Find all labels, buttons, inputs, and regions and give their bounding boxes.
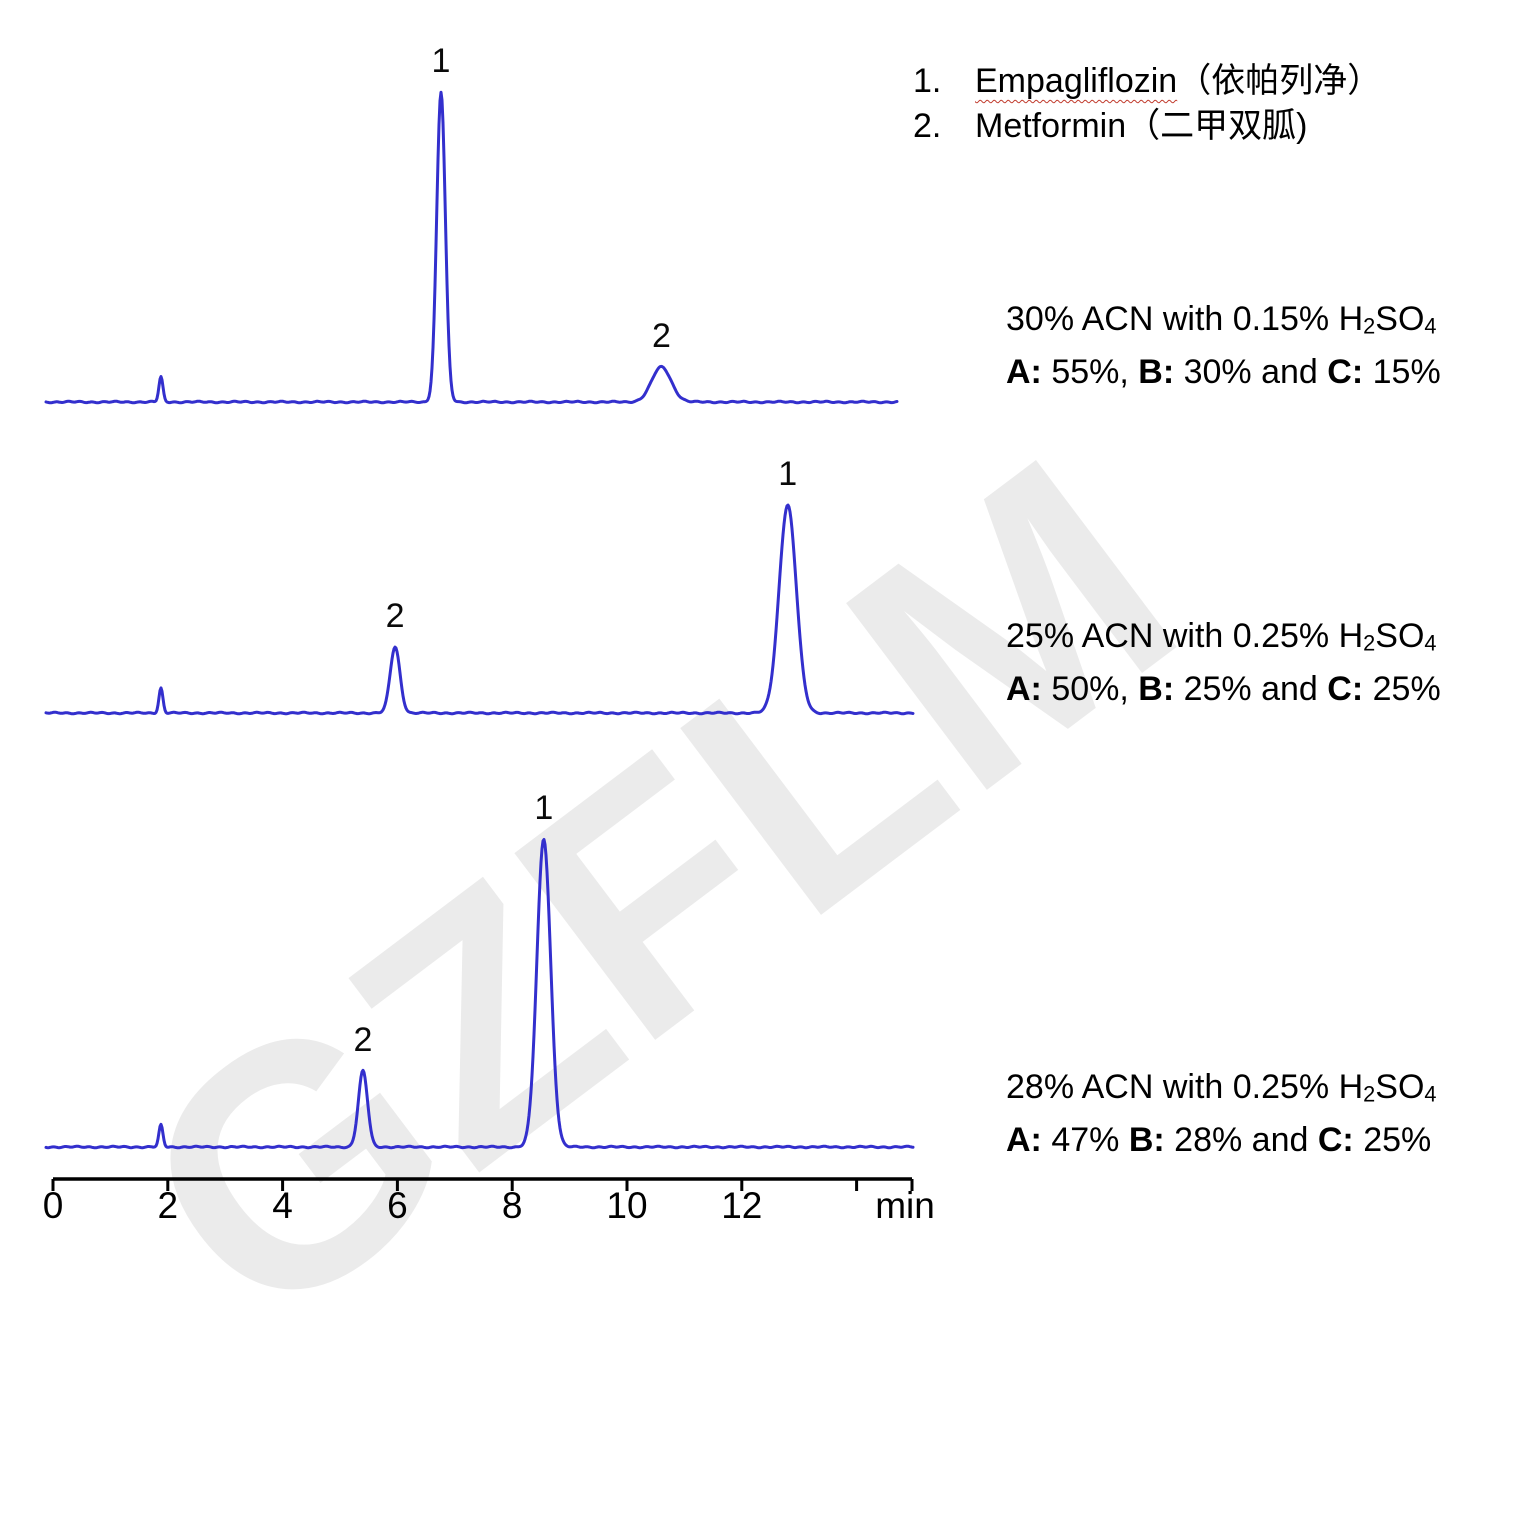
text-fragment: B:	[1138, 353, 1175, 392]
x-axis-tick-label: 12	[721, 1185, 762, 1226]
text-fragment: 4	[1424, 1081, 1437, 1107]
x-axis-unit-label: min	[875, 1185, 935, 1226]
condition-block-2: 25% ACN with 0.25% H2SO4 A: 50%, B: 25% …	[1006, 613, 1441, 712]
text-fragment: 25% and	[1174, 670, 1328, 709]
text-fragment: 28% ACN with 0.25% H	[1006, 1068, 1364, 1106]
legend-item-metformin: 2. Metformin（二甲双胍)	[913, 104, 1307, 149]
trace-2-line	[44, 503, 915, 716]
x-axis-tick-label: 0	[43, 1185, 64, 1226]
condition-1-mobile-phase: 30% ACN with 0.15% H2SO4	[1006, 296, 1441, 349]
text-fragment: 2	[1363, 1081, 1376, 1107]
text-fragment: C:	[1317, 1121, 1354, 1160]
text-fragment: 2	[1363, 313, 1376, 339]
text-fragment: 25%	[1363, 670, 1441, 709]
text-fragment: SO	[1375, 300, 1425, 338]
trace-3-peak-label-2: 2	[354, 1021, 373, 1059]
legend-item-empagliflozin: 1. Empagliflozin（依帕列净）	[913, 59, 1381, 104]
condition-3-ratios: A: 47% B: 28% and C: 25%	[1006, 1117, 1437, 1163]
text-fragment: 28% and	[1164, 1121, 1318, 1160]
text-fragment: 4	[1424, 630, 1437, 656]
x-axis-tick-label: 6	[387, 1185, 408, 1226]
legend-compound-name: Metformin	[975, 107, 1127, 145]
legend-compound-name-cn: （依帕列净）	[1177, 62, 1382, 100]
trace-1-peak-label-1: 1	[432, 42, 451, 80]
text-fragment: B:	[1128, 1121, 1165, 1160]
text-fragment: A:	[1006, 670, 1042, 709]
text-fragment: 4	[1424, 313, 1437, 339]
trace-3-line	[44, 838, 915, 1150]
x-axis-tick-label: 4	[272, 1185, 293, 1226]
x-axis-tick-label: 10	[606, 1185, 647, 1226]
x-axis-tick-label: 2	[158, 1185, 179, 1226]
legend-compound-name: Empagliflozin	[975, 62, 1178, 100]
text-fragment: 25% ACN with 0.25% H	[1006, 617, 1364, 655]
trace-2-peak-label-2: 2	[386, 597, 405, 635]
trace-3-peak-label-1: 1	[534, 789, 553, 827]
legend-number: 2.	[913, 107, 942, 145]
text-fragment: 30% ACN with 0.15% H	[1006, 300, 1364, 338]
condition-3-mobile-phase: 28% ACN with 0.25% H2SO4	[1006, 1064, 1437, 1117]
condition-2-mobile-phase: 25% ACN with 0.25% H2SO4	[1006, 613, 1441, 666]
text-fragment: 25%	[1353, 1121, 1432, 1160]
text-fragment: A:	[1006, 353, 1042, 392]
text-fragment: 30% and	[1174, 353, 1328, 392]
text-fragment: SO	[1375, 617, 1425, 655]
condition-block-1: 30% ACN with 0.15% H2SO4 A: 55%, B: 30% …	[1006, 296, 1441, 395]
trace-2-peak-label-1: 1	[778, 455, 797, 493]
x-axis-tick-label: 8	[502, 1185, 523, 1226]
text-fragment: A:	[1006, 1121, 1042, 1160]
text-fragment: 2	[1363, 630, 1376, 656]
trace-1-peak-label-2: 2	[652, 317, 671, 355]
text-fragment: 15%	[1363, 353, 1441, 392]
text-fragment: 47%	[1041, 1121, 1129, 1160]
condition-1-ratios: A: 55%, B: 30% and C: 15%	[1006, 349, 1441, 395]
condition-block-3: 28% ACN with 0.25% H2SO4 A: 47% B: 28% a…	[1006, 1064, 1437, 1163]
legend-number: 1.	[913, 62, 942, 100]
condition-2-ratios: A: 50%, B: 25% and C: 25%	[1006, 666, 1441, 712]
text-fragment: 55%,	[1041, 353, 1139, 392]
trace-1-line	[44, 90, 899, 405]
text-fragment: B:	[1138, 670, 1175, 709]
text-fragment: 50%,	[1041, 670, 1139, 709]
text-fragment: C:	[1327, 353, 1364, 392]
legend-compound-name-cn: （二甲双胍)	[1126, 107, 1308, 145]
text-fragment: C:	[1327, 670, 1364, 709]
text-fragment: SO	[1375, 1068, 1425, 1106]
